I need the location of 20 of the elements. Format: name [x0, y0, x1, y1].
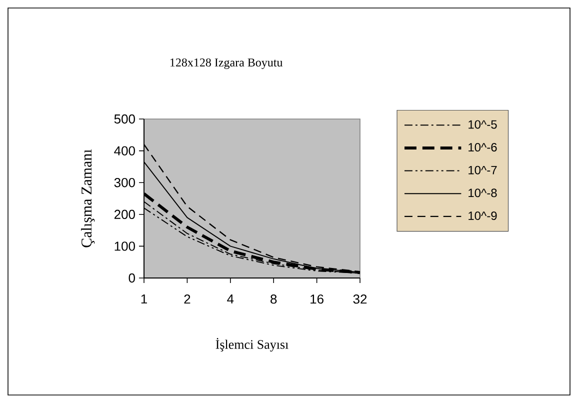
chart-title: 128x128 Izgara Boyutu	[170, 58, 283, 70]
x-axis-title: İşlemci Sayısı	[216, 338, 288, 352]
x-tick-label: 1	[141, 294, 147, 304]
y-tick-label: 400	[114, 146, 135, 156]
y-tick-label: 500	[114, 114, 135, 124]
legend-label: 10^-6	[468, 143, 497, 152]
legend-label: 10^-9	[468, 212, 497, 220]
x-tick-label: 32	[353, 294, 367, 304]
legend-label: 10^-8	[468, 188, 497, 198]
x-tick-label: 4	[227, 294, 234, 304]
y-tick-label: 0	[128, 273, 135, 283]
y-tick-label: 200	[114, 210, 135, 219]
x-tick-label: 2	[184, 294, 190, 304]
y-tick-label: 300	[114, 178, 135, 188]
x-tick-label: 8	[270, 294, 277, 304]
x-tick-label: 16	[310, 294, 324, 304]
legend-label: 10^-5	[468, 120, 497, 129]
y-tick-label: 100	[114, 242, 135, 251]
y-axis-title: Çalışma Zamanı	[81, 149, 95, 248]
legend-label: 10^-7	[468, 166, 497, 174]
